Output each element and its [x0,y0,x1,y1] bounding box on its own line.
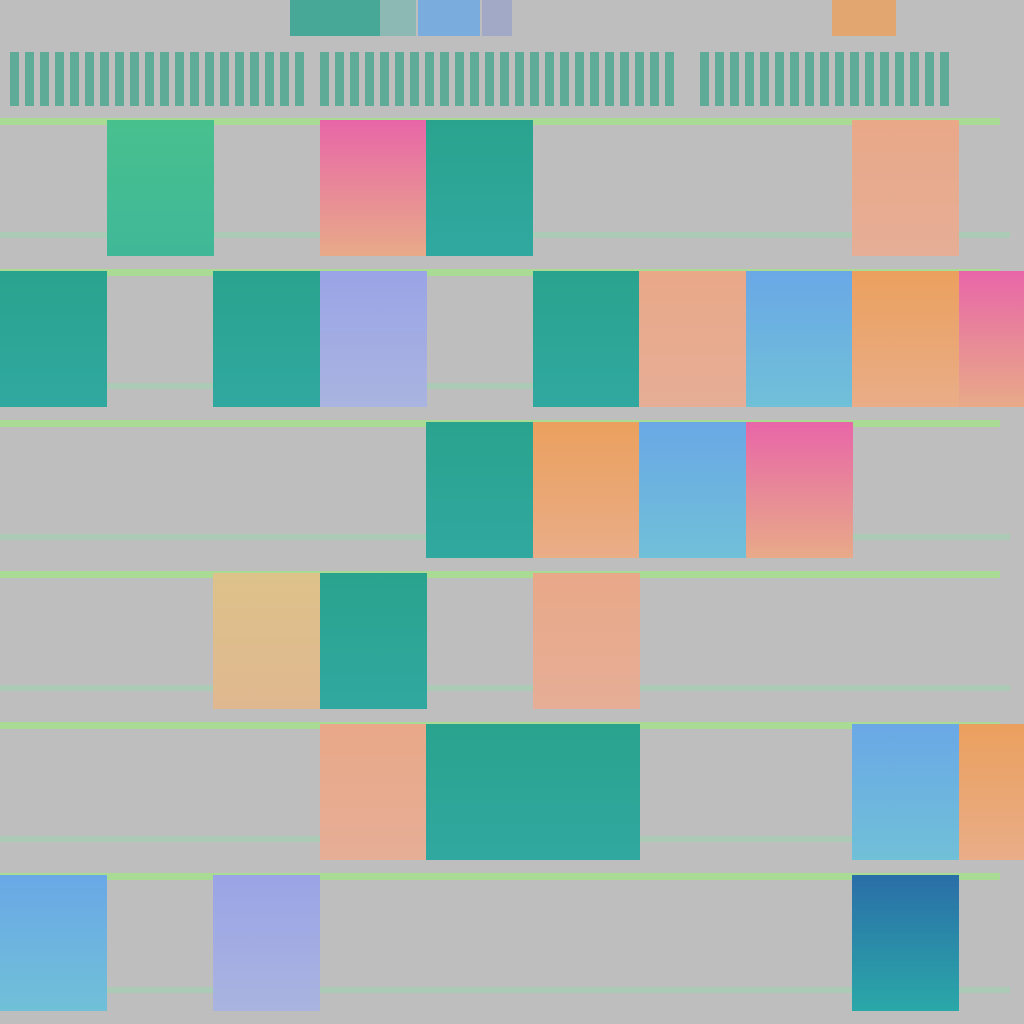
header-color-block [290,0,380,36]
header-color-block [418,0,480,36]
tile-peach [533,573,640,709]
tile-teal [213,271,320,407]
header-color-block [380,0,416,36]
header-color-block [832,0,896,36]
row-top-line [0,873,1000,880]
tile-lavender [320,271,427,407]
row-top-line [0,571,1000,578]
tile-blue [852,724,959,860]
tile-blue [0,875,107,1011]
tile-teal [0,271,107,407]
header-scrambled-text [320,52,680,106]
tile-pink [746,422,853,558]
tile-orange [852,271,959,407]
tile-teal [320,573,427,709]
tile-peach [639,271,746,407]
header-color-block [482,0,512,36]
tile-teal [426,724,533,860]
tile-teal [426,120,533,256]
row-mid-line [0,987,1010,993]
tile-green [107,120,214,256]
header-scrambled-text [10,52,310,106]
row-mid-line [0,383,1010,389]
tile-teal [533,724,640,860]
tile-pink [320,120,427,256]
row-mid-line [0,685,1010,691]
tile-pink [959,271,1024,407]
tile-deep-blue [852,875,959,1011]
tile-orange [959,724,1024,860]
tile-peach [852,120,959,256]
tile-teal [533,271,640,407]
tile-yellow [213,573,320,709]
tile-lavender [213,875,320,1011]
row-top-line [0,269,1000,276]
tile-blue [746,271,853,407]
header-scrambled-text [700,52,950,106]
tile-orange [533,422,640,558]
tile-teal [426,422,533,558]
tile-blue [639,422,746,558]
tile-peach [320,724,427,860]
